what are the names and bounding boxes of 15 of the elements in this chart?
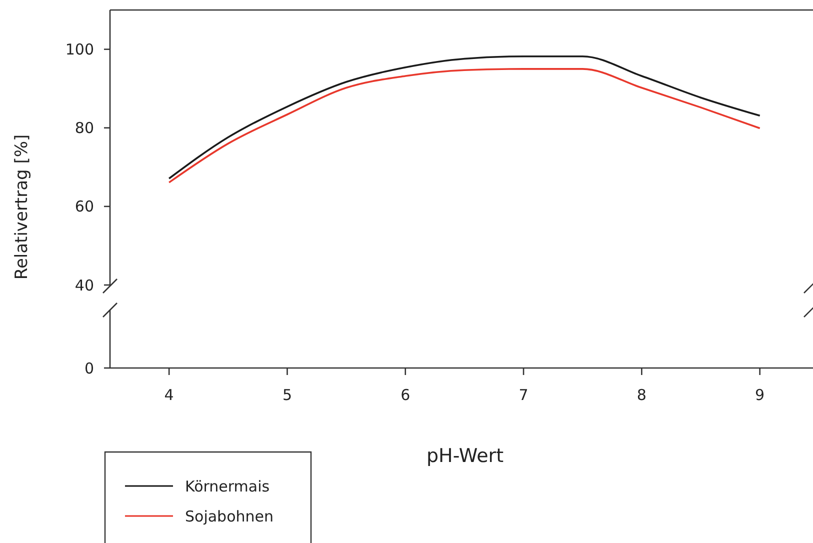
x-tick-label: 6	[400, 386, 410, 404]
text: 0	[84, 359, 94, 378]
legend-label: Körnermais	[185, 477, 270, 496]
x-tick-label: 5	[282, 386, 292, 404]
x-tick-label: 9	[755, 386, 765, 404]
y-tick-label: 60	[74, 198, 94, 216]
x-tick-label: 7	[518, 386, 528, 404]
x-tick-label: 8	[636, 386, 646, 404]
y-axis-title: Relativertrag [%]	[12, 134, 32, 280]
x-tick-label: 4	[164, 386, 174, 404]
legend-label: Sojabohnen	[185, 507, 274, 526]
y-tick-label: 100	[65, 40, 94, 59]
y-tick-label: 80	[74, 119, 94, 138]
x-axis-title: pH-Wert	[426, 445, 504, 467]
y-tick-label: 40	[74, 276, 94, 294]
